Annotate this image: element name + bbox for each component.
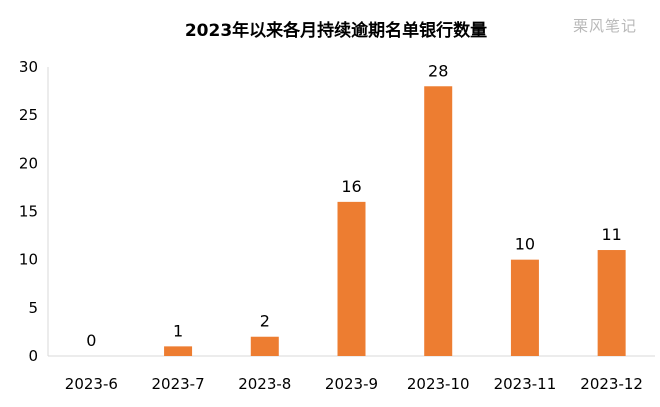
y-tick-label: 10 bbox=[19, 251, 38, 269]
x-tick-label: 2023-9 bbox=[325, 375, 378, 393]
y-axis-ticks: 0 5 10 15 20 25 30 bbox=[19, 58, 38, 365]
y-tick-label: 30 bbox=[19, 58, 38, 76]
x-axis-ticks: 2023-6 2023-7 2023-8 2023-9 2023-10 2023-11 20… bbox=[65, 375, 643, 393]
chart-title: 2023年以来各月持续逾期名单银行数量 bbox=[185, 20, 487, 41]
data-label-2023-12: 11 bbox=[601, 225, 621, 244]
y-tick-label: 20 bbox=[19, 154, 38, 172]
data-label-2023-8: 2 bbox=[260, 312, 270, 331]
x-tick-label: 2023-6 bbox=[65, 375, 118, 393]
x-tick-label: 2023-12 bbox=[580, 375, 643, 393]
y-tick-label: 5 bbox=[28, 299, 38, 317]
bars bbox=[164, 86, 626, 357]
y-tick-label: 25 bbox=[19, 106, 38, 124]
y-tick-label: 0 bbox=[28, 347, 38, 365]
data-label-2023-10: 28 bbox=[428, 61, 448, 80]
x-tick-label: 2023-7 bbox=[152, 375, 205, 393]
x-tick-label: 2023-8 bbox=[238, 375, 291, 393]
bar-2023-7 bbox=[164, 346, 193, 356]
data-label-2023-7: 1 bbox=[173, 321, 183, 340]
bar-2023-8 bbox=[250, 336, 279, 356]
data-label-2023-6: 0 bbox=[86, 331, 96, 350]
y-tick-label: 15 bbox=[19, 203, 38, 221]
bar-2023-12 bbox=[597, 250, 626, 356]
bar-2023-9 bbox=[337, 201, 366, 356]
data-label-2023-11: 10 bbox=[515, 235, 535, 254]
x-tick-label: 2023-11 bbox=[494, 375, 557, 393]
watermark: 栗风笔记 bbox=[573, 17, 637, 35]
data-labels: 0 1 2 16 28 10 11 bbox=[86, 61, 622, 350]
x-tick-label: 2023-10 bbox=[407, 375, 470, 393]
bar-2023-11 bbox=[510, 259, 539, 356]
bar-2023-10 bbox=[424, 86, 453, 357]
data-label-2023-9: 16 bbox=[341, 177, 361, 196]
